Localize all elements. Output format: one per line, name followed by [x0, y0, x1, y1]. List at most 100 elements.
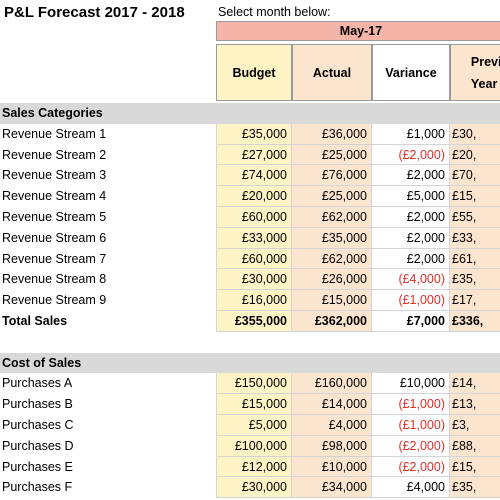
header-previous-year[interactable]: Previo Year [450, 44, 500, 101]
cell-variance[interactable]: (£2,000) [372, 435, 450, 457]
cell-actual[interactable]: £10,000 [292, 456, 372, 478]
table-row[interactable]: Purchases E £12,000 £10,000 (£2,000) £15, [0, 456, 500, 478]
row-label: Revenue Stream 7 [2, 251, 107, 266]
cell-actual[interactable]: £4,000 [292, 414, 372, 436]
table-row[interactable]: Purchases F £30,000 £34,000 £4,000 £35, [0, 477, 500, 499]
cell-variance[interactable]: £5,000 [372, 186, 450, 207]
cell-budget[interactable]: £35,000 [216, 123, 292, 145]
table-row[interactable]: Revenue Stream 5 £60,000 £62,000 £2,000 £55, [0, 206, 500, 228]
cell-previous-year[interactable]: £15, [450, 456, 500, 478]
cell-actual[interactable]: £26,000 [292, 269, 372, 291]
cell-variance[interactable]: (£4,000) [372, 269, 450, 291]
cost-rows: Purchases A £150,000 £160,000 £10,000 £14, Pu… [0, 373, 500, 499]
cell-actual[interactable]: £62,000 [292, 206, 372, 228]
cell-variance[interactable]: (£1,000) [372, 414, 450, 436]
cell-previous-year[interactable]: £13, [450, 394, 500, 415]
cell-budget[interactable]: £16,000 [216, 290, 292, 311]
cell-actual[interactable]: £15,000 [292, 290, 372, 311]
cell-budget[interactable]: £74,000 [216, 165, 292, 187]
row-label: Revenue Stream 1 [2, 126, 107, 141]
cell-previous-year[interactable]: £20, [450, 144, 500, 166]
cell-budget[interactable]: £355,000 [216, 310, 292, 332]
cell-variance[interactable]: £2,000 [372, 227, 450, 249]
month-selector-cell[interactable]: May-17 [216, 21, 500, 41]
cell-budget[interactable]: £30,000 [216, 477, 292, 499]
header-previous-year-line2: Year [470, 76, 498, 91]
row-label: Revenue Stream 5 [2, 209, 107, 224]
cell-variance[interactable]: (£1,000) [372, 290, 450, 311]
cell-previous-year[interactable]: £30, [450, 123, 500, 145]
select-month-label: Select month below: [218, 5, 331, 19]
cell-variance[interactable]: £4,000 [372, 477, 450, 499]
header-variance[interactable]: Variance [372, 44, 450, 101]
cell-variance[interactable]: £2,000 [372, 206, 450, 228]
cell-actual[interactable]: £35,000 [292, 227, 372, 249]
cell-variance[interactable]: £10,000 [372, 373, 450, 395]
cell-previous-year[interactable]: £61, [450, 248, 500, 270]
cell-actual[interactable]: £98,000 [292, 435, 372, 457]
table-row[interactable]: Purchases D £100,000 £98,000 (£2,000) £88, [0, 435, 500, 457]
cell-budget[interactable]: £100,000 [216, 435, 292, 457]
row-label: Purchases C [2, 417, 74, 432]
cell-previous-year[interactable]: £35, [450, 477, 500, 499]
cell-variance[interactable]: £2,000 [372, 165, 450, 187]
row-label: Revenue Stream 9 [2, 293, 107, 308]
table-row[interactable]: Revenue Stream 3 £74,000 £76,000 £2,000 £70, [0, 165, 500, 187]
table-row[interactable]: Purchases C £5,000 £4,000 (£1,000) £3, [0, 414, 500, 436]
cell-variance[interactable]: £2,000 [372, 248, 450, 270]
cell-variance[interactable]: £1,000 [372, 123, 450, 145]
cell-budget[interactable]: £27,000 [216, 144, 292, 166]
total-sales-row[interactable]: Total Sales £355,000 £362,000 £7,000 £33… [0, 310, 500, 332]
cell-actual[interactable]: £14,000 [292, 394, 372, 415]
cell-previous-year[interactable]: £70, [450, 165, 500, 187]
cell-variance[interactable]: (£1,000) [372, 394, 450, 415]
cell-actual[interactable]: £34,000 [292, 477, 372, 499]
table-row[interactable]: Revenue Stream 6 £33,000 £35,000 £2,000 £33, [0, 227, 500, 249]
header-actual[interactable]: Actual [292, 44, 372, 101]
cell-previous-year[interactable]: £88, [450, 435, 500, 457]
cell-previous-year[interactable]: £55, [450, 206, 500, 228]
cell-budget[interactable]: £60,000 [216, 248, 292, 270]
blank-row[interactable] [0, 332, 500, 353]
cell-previous-year[interactable]: £33, [450, 227, 500, 249]
cell-budget[interactable]: £5,000 [216, 414, 292, 436]
cell-budget[interactable]: £15,000 [216, 394, 292, 415]
cell-actual[interactable]: £362,000 [292, 310, 372, 332]
table-row[interactable]: Purchases B £15,000 £14,000 (£1,000) £13, [0, 394, 500, 415]
cell-actual[interactable]: £76,000 [292, 165, 372, 187]
cell-actual[interactable]: £25,000 [292, 144, 372, 166]
cell-variance[interactable]: (£2,000) [372, 144, 450, 166]
cell-actual[interactable]: £36,000 [292, 123, 372, 145]
header-previous-year-line1: Previo [470, 54, 500, 69]
cell-actual[interactable]: £160,000 [292, 373, 372, 395]
table-row[interactable]: Revenue Stream 1 £35,000 £36,000 £1,000 £30, [0, 123, 500, 145]
table-row[interactable]: Revenue Stream 9 £16,000 £15,000 (£1,000) £1… [0, 290, 500, 311]
cell-variance[interactable]: (£2,000) [372, 456, 450, 478]
cell-actual[interactable]: £25,000 [292, 186, 372, 207]
cell-previous-year[interactable]: £14, [450, 373, 500, 395]
table-row[interactable]: Purchases A £150,000 £160,000 £10,000 £14, [0, 373, 500, 395]
section-label: Cost of Sales [2, 355, 82, 370]
table-row[interactable]: Revenue Stream 8 £30,000 £26,000 (£4,000) £3… [0, 269, 500, 291]
cell-actual[interactable]: £62,000 [292, 248, 372, 270]
cell-budget[interactable]: £30,000 [216, 269, 292, 291]
table-row[interactable]: Revenue Stream 2 £27,000 £25,000 (£2,000) £2… [0, 144, 500, 166]
cell-budget[interactable]: £60,000 [216, 206, 292, 228]
cell-previous-year[interactable]: £336, [450, 310, 500, 332]
cell-previous-year[interactable]: £17, [450, 290, 500, 311]
cell-budget[interactable]: £33,000 [216, 227, 292, 249]
table-row[interactable]: Revenue Stream 4 £20,000 £25,000 £5,000 £15, [0, 186, 500, 207]
cell-budget[interactable]: £12,000 [216, 456, 292, 478]
section-row-cost[interactable]: Cost of Sales [0, 352, 500, 374]
cell-previous-year[interactable]: £35, [450, 269, 500, 291]
cell-budget[interactable]: £20,000 [216, 186, 292, 207]
cell-previous-year[interactable]: £15, [450, 186, 500, 207]
row-label: Revenue Stream 3 [2, 168, 107, 183]
section-row-sales[interactable]: Sales Categories [0, 103, 500, 124]
cell-budget[interactable]: £150,000 [216, 373, 292, 395]
table-row[interactable]: Revenue Stream 7 £60,000 £62,000 £2,000 £61, [0, 248, 500, 270]
cell-variance[interactable]: £7,000 [372, 310, 450, 332]
header-budget[interactable]: Budget [216, 44, 292, 101]
cell-previous-year[interactable]: £3, [450, 414, 500, 436]
